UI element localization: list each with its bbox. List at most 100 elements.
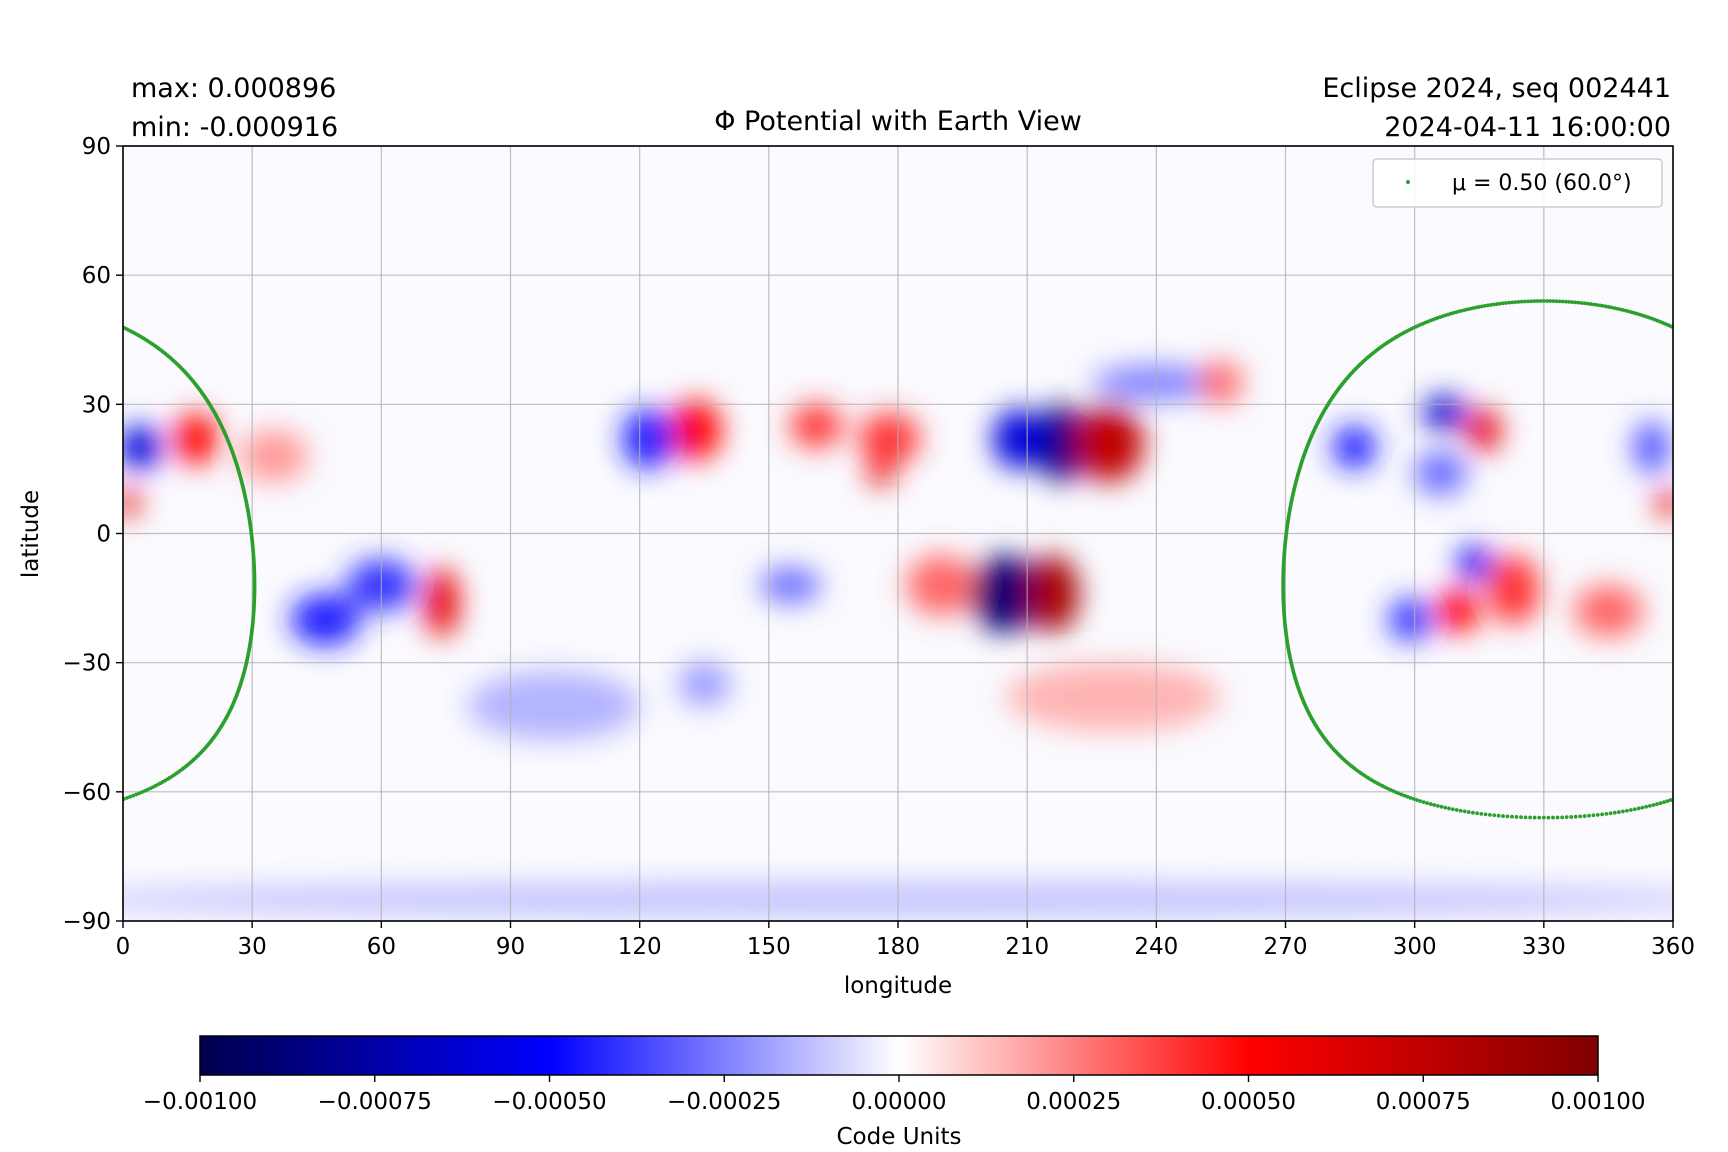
earth-view-point (1501, 301, 1505, 306)
earth-view-point (1651, 803, 1656, 807)
earth-view-point (1579, 301, 1584, 305)
earth-view-point (1569, 815, 1574, 819)
earth-view-point (125, 796, 129, 800)
heatmap-blob (1457, 546, 1493, 581)
colorbar-tick-label: −0.00025 (667, 1089, 781, 1115)
earth-view-point (1514, 815, 1519, 819)
colorbar-label: Code Units (837, 1124, 962, 1150)
heatmap-blob (1388, 598, 1432, 642)
earth-view-point (1632, 807, 1637, 812)
earth-view-point (1454, 808, 1459, 812)
earth-view-point (1513, 300, 1518, 305)
earth-view-point (1560, 815, 1565, 820)
heatmap-blob (790, 404, 843, 448)
earth-view-point (1528, 815, 1532, 820)
earth-view-point (1658, 801, 1663, 806)
earth-view-contour (123, 299, 1673, 820)
legend: μ = 0.50 (60.0°) (1372, 158, 1663, 208)
y-tick-label: 0 (96, 522, 111, 548)
earth-view-point (1662, 800, 1666, 805)
heatmap-blob (424, 567, 459, 637)
y-tick-label: 60 (82, 263, 111, 289)
earth-view-point (1551, 815, 1555, 820)
heatmap-blob (906, 555, 976, 616)
earth-view-point (1608, 811, 1613, 816)
earth-view-point (1475, 811, 1479, 816)
earth-view-point (1585, 301, 1590, 306)
earth-view-point (1421, 800, 1426, 805)
earth-view-point (1538, 299, 1543, 303)
heatmap-blob (467, 671, 640, 741)
earth-view-point (1465, 307, 1470, 312)
earth-view-point (1474, 305, 1478, 310)
earth-view-point (131, 793, 136, 798)
earth-view-point (1485, 303, 1490, 308)
x-tick-label: 90 (496, 934, 525, 960)
x-axis-ticks: 0 30 60 90 120 150 180 210 240 270 300 330 360 (116, 921, 1695, 960)
earth-view-point (1621, 809, 1625, 814)
earth-view-point (1532, 299, 1537, 304)
earth-view-point (1471, 306, 1476, 311)
legend-box (1372, 158, 1663, 208)
earth-view-point (1573, 300, 1578, 305)
heatmap-blob (1423, 395, 1467, 431)
earth-view-point (1488, 303, 1493, 307)
earth-view-point (1487, 812, 1492, 817)
earth-view-point (1491, 302, 1496, 307)
earth-view-point (1432, 803, 1437, 807)
heatmap-blob (1573, 585, 1643, 637)
heatmap-blob (1634, 421, 1669, 474)
earth-view-point (1665, 799, 1670, 804)
earth-view-point (1411, 797, 1416, 801)
y-axis-ticks: 90 60 30 0 −30 −60 −90 (62, 134, 123, 935)
heatmap-blob (1332, 425, 1376, 469)
y-tick-label: −90 (62, 909, 111, 935)
earth-view-point (1462, 809, 1467, 814)
heatmap-blob (971, 555, 1041, 633)
colorbar-tick-label: 0.00000 (851, 1089, 946, 1115)
x-tick-label: 360 (1651, 934, 1695, 960)
earth-view-point (1604, 811, 1609, 816)
max-label: max: 0.000896 (131, 73, 336, 104)
earth-view-point (1578, 814, 1583, 819)
x-tick-label: 0 (116, 934, 131, 960)
heatmap-blob (239, 430, 309, 482)
y-tick-label: 30 (82, 392, 111, 418)
earth-view-point (1480, 304, 1484, 309)
earth-view-point (1554, 299, 1559, 304)
earth-view-point (1399, 792, 1404, 797)
colorbar-tick-label: −0.00050 (492, 1089, 606, 1115)
heatmap-blob (760, 567, 821, 603)
earth-view-point (1655, 802, 1659, 806)
earth-view-point (1519, 299, 1524, 304)
earth-view-point (128, 794, 133, 799)
earth-view-point (1557, 299, 1562, 304)
earth-view-point (134, 792, 139, 797)
earth-view-point (1428, 802, 1433, 806)
plot-area: 0 30 60 90 120 150 180 210 240 270 300 330 360 90603… (62, 134, 1695, 960)
x-tick-label: 330 (1522, 934, 1566, 960)
legend-marker (1406, 180, 1410, 184)
earth-view-point (1477, 305, 1481, 309)
x-axis-label: longitude (844, 973, 952, 999)
x-tick-label: 150 (747, 934, 791, 960)
earth-view-point (1510, 300, 1515, 305)
earth-view-point (1396, 791, 1401, 796)
x-tick-label: 120 (618, 934, 662, 960)
x-tick-label: 210 (1005, 934, 1049, 960)
heatmap-blob (290, 593, 360, 646)
heatmap-blob (123, 490, 141, 517)
earth-view-point (1522, 299, 1527, 304)
earth-view-point (1526, 299, 1530, 304)
x-tick-label: 300 (1393, 934, 1437, 960)
earth-view-point (1504, 301, 1509, 305)
earth-view-point (1612, 306, 1617, 311)
earth-view-point (1408, 796, 1413, 800)
heatmap-blob (123, 425, 162, 469)
legend-label: μ = 0.50 (60.0°) (1452, 171, 1632, 196)
earth-view-point (1450, 807, 1455, 812)
earth-view-point (1625, 808, 1629, 813)
x-tick-label: 60 (367, 934, 396, 960)
heatmap-blob (1035, 404, 1088, 482)
